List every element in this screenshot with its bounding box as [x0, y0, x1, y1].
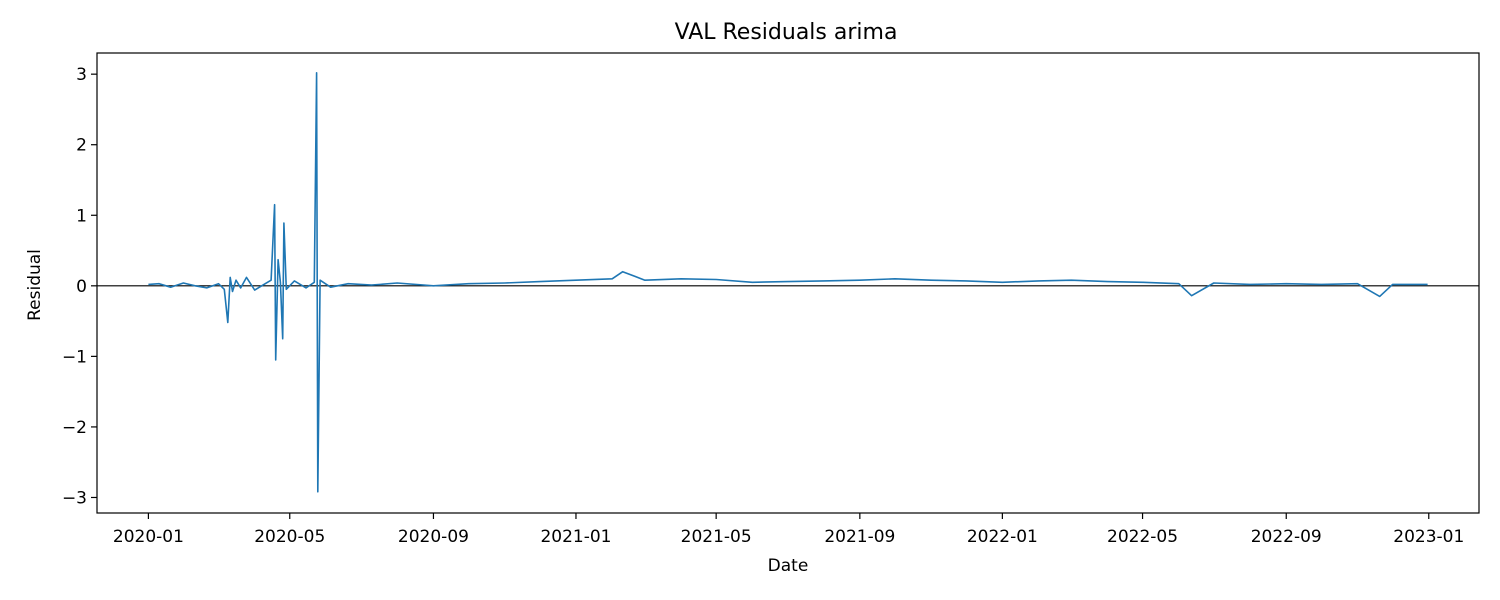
y-tick-label: 2	[76, 136, 87, 156]
y-tick-label: −3	[62, 488, 87, 508]
x-tick-label: 2022-05	[1107, 527, 1178, 547]
x-tick-label: 2021-05	[681, 527, 752, 547]
x-tick-label: 2020-05	[254, 527, 325, 547]
x-tick-label: 2020-01	[113, 527, 184, 547]
x-tick-label: 2021-09	[824, 527, 895, 547]
y-tick-label: −2	[62, 418, 87, 438]
y-axis-label: Residual	[25, 249, 45, 321]
x-tick-label: 2023-01	[1393, 527, 1464, 547]
x-axis-label: Date	[768, 556, 809, 576]
x-tick-label: 2020-09	[398, 527, 469, 547]
y-tick-label: 3	[76, 65, 87, 85]
plot-frame	[96, 52, 1480, 514]
y-axis: −3 −2 −1 0 1 2 3	[62, 65, 97, 508]
residual-series-line	[148, 72, 1428, 493]
y-tick-label: −1	[62, 347, 87, 367]
y-tick-label: 1	[76, 206, 87, 226]
x-tick-label: 2021-01	[540, 527, 611, 547]
y-tick-label: 0	[76, 277, 87, 297]
x-tick-label: 2022-01	[967, 527, 1038, 547]
x-axis: 2020-01 2020-05 2020-09 2021-01 2021-05 2021-…	[113, 513, 1464, 547]
chart-title: VAL Residuals arima	[675, 20, 898, 45]
x-tick-label: 2022-09	[1251, 527, 1322, 547]
